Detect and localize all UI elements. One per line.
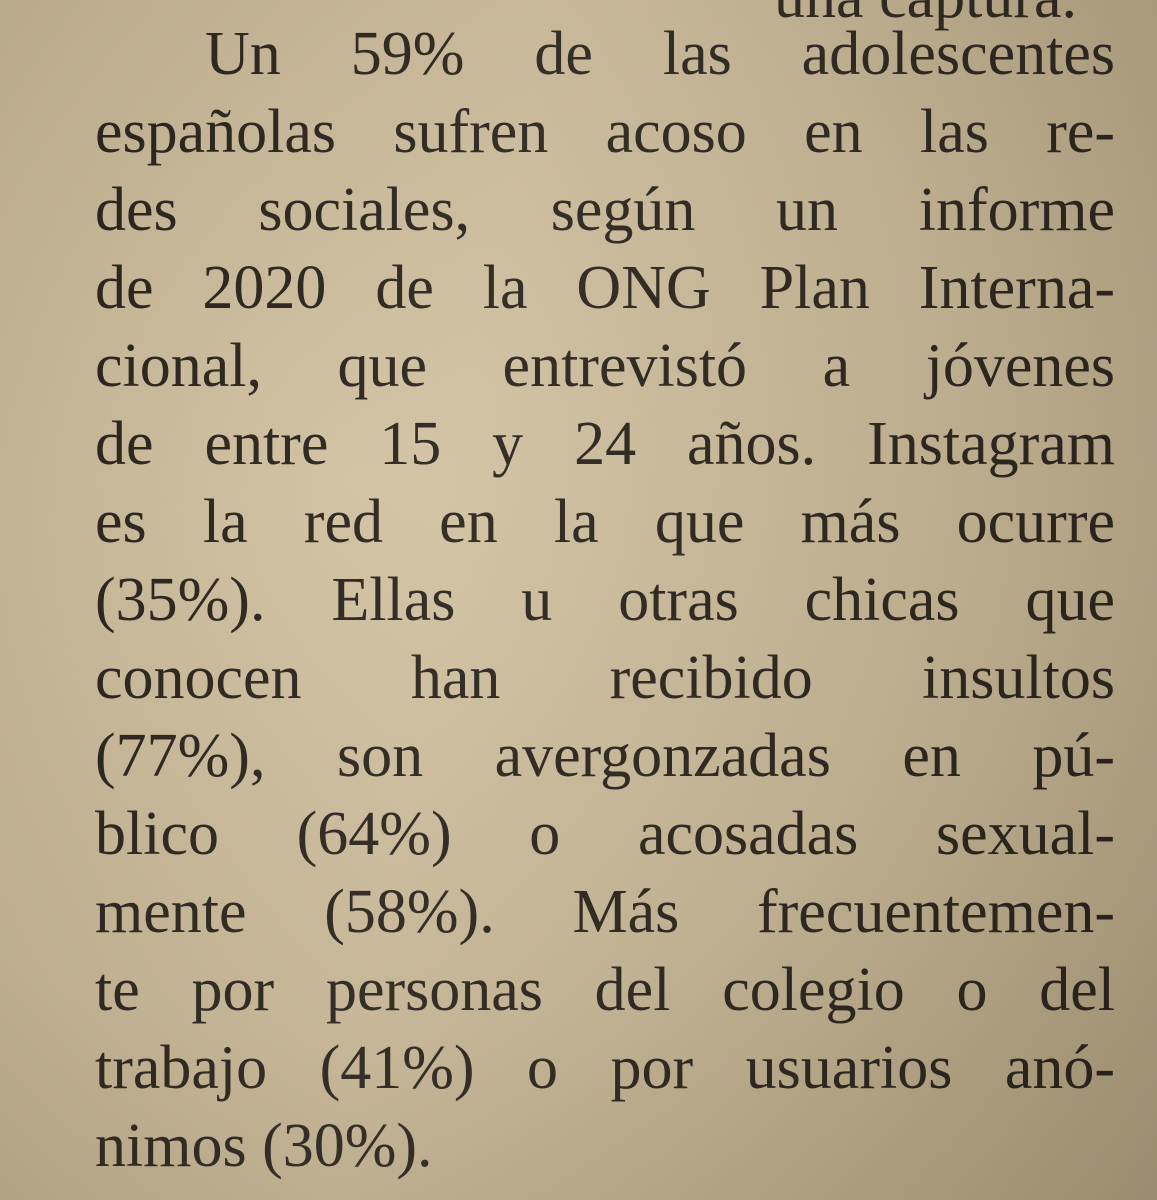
text-line: nimos (30%). bbox=[95, 1112, 433, 1180]
text-line: (77%), son avergonzadas en pú- bbox=[95, 722, 1115, 790]
text-line: es la red en la que más ocurre bbox=[95, 488, 1115, 556]
text-column: Un 59% de las adolescentes españolas sufr… bbox=[95, 15, 1115, 1185]
text-line: de entre 15 y 24 años. Instagram bbox=[95, 410, 1115, 478]
text-line: de 2020 de la ONG Plan Interna- bbox=[95, 254, 1115, 322]
text-line: cional, que entrevistó a jóvenes bbox=[95, 332, 1115, 400]
text-line: conocen han recibido insultos bbox=[95, 644, 1115, 712]
text-line: des sociales, según un informe bbox=[95, 176, 1115, 244]
text-line: te por personas del colegio o del bbox=[95, 956, 1115, 1024]
text-line: (35%). Ellas u otras chicas que bbox=[95, 566, 1115, 634]
text-line: mente (58%). Más frecuentemen- bbox=[95, 878, 1115, 946]
text-line: blico (64%) o acosadas sexual- bbox=[95, 800, 1115, 868]
text-line: Un 59% de las adolescentes bbox=[205, 20, 1115, 88]
text-line: trabajo (41%) o por usuarios anó- bbox=[95, 1034, 1115, 1102]
cut-line: una captura. bbox=[774, 0, 1077, 33]
text-line: españolas sufren acoso en las re- bbox=[95, 98, 1115, 166]
